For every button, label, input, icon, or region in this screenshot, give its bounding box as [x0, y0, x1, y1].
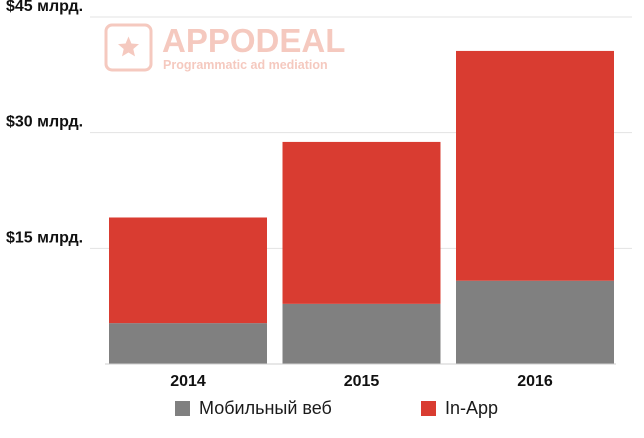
legend-label-in-app: In-App	[445, 397, 499, 418]
star-icon-frame	[104, 23, 153, 72]
y-tick-label-0: $15 млрд.	[6, 229, 83, 246]
bar-in-app-2015	[282, 141, 441, 304]
legend-swatch-mobile-web	[175, 400, 190, 416]
y-tick-label-2: $45 млрд.	[6, 0, 83, 15]
star-icon-shape	[118, 36, 139, 57]
legend-item-in-app: In-App	[421, 393, 498, 423]
watermark-tagline: Programmatic ad mediation	[163, 58, 328, 72]
bar-in-app-2014	[109, 217, 267, 324]
legend-label-mobile-web: Мобильный веб	[199, 397, 332, 418]
x-tick-label-2016: 2016	[517, 373, 553, 390]
bar-mobile-web-2016	[456, 280, 614, 364]
legend: Мобильный веб In-App	[0, 393, 644, 423]
watermark-brand: APPODEAL	[162, 22, 345, 59]
star-icon	[104, 23, 153, 72]
legend-item-mobile-web: Мобильный веб	[175, 393, 332, 423]
y-tick-label-1: $30 млрд.	[6, 114, 83, 131]
x-tick-label-2014: 2014	[170, 373, 206, 390]
bar-mobile-web-2015	[282, 303, 441, 364]
x-tick-label-2015: 2015	[344, 373, 380, 390]
legend-swatch-in-app	[421, 400, 436, 416]
bar-mobile-web-2014	[109, 323, 267, 364]
bar-in-app-2016	[456, 50, 614, 281]
